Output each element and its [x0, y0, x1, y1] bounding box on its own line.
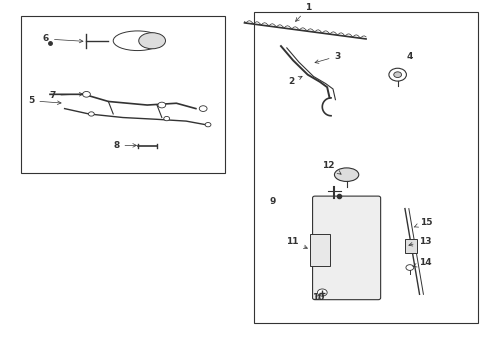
Text: 7: 7	[49, 91, 83, 100]
Circle shape	[388, 68, 406, 81]
Text: 5: 5	[28, 96, 61, 105]
Circle shape	[317, 289, 326, 296]
Circle shape	[393, 72, 401, 77]
Circle shape	[158, 102, 165, 108]
Ellipse shape	[113, 31, 162, 50]
Circle shape	[199, 106, 206, 112]
Text: 8: 8	[113, 141, 136, 150]
Text: 2: 2	[287, 76, 302, 86]
Text: 13: 13	[408, 237, 430, 246]
Text: 9: 9	[269, 197, 275, 206]
Circle shape	[82, 91, 90, 97]
Bar	[21, 16, 224, 173]
Text: 11: 11	[286, 237, 307, 248]
Circle shape	[88, 112, 94, 116]
Text: 3: 3	[314, 51, 340, 63]
Text: 14: 14	[412, 258, 430, 267]
Text: 10: 10	[311, 293, 324, 302]
Bar	[309, 234, 329, 266]
Text: 12: 12	[322, 161, 341, 174]
FancyBboxPatch shape	[312, 196, 380, 300]
Circle shape	[163, 117, 169, 121]
Ellipse shape	[139, 33, 165, 49]
Text: 6: 6	[42, 35, 83, 44]
Text: 15: 15	[413, 218, 431, 227]
Text: 1: 1	[295, 3, 311, 21]
Circle shape	[405, 265, 413, 270]
Ellipse shape	[334, 168, 358, 181]
Bar	[404, 239, 416, 253]
Circle shape	[204, 122, 210, 127]
Bar	[254, 12, 477, 323]
Text: 4: 4	[406, 52, 412, 61]
